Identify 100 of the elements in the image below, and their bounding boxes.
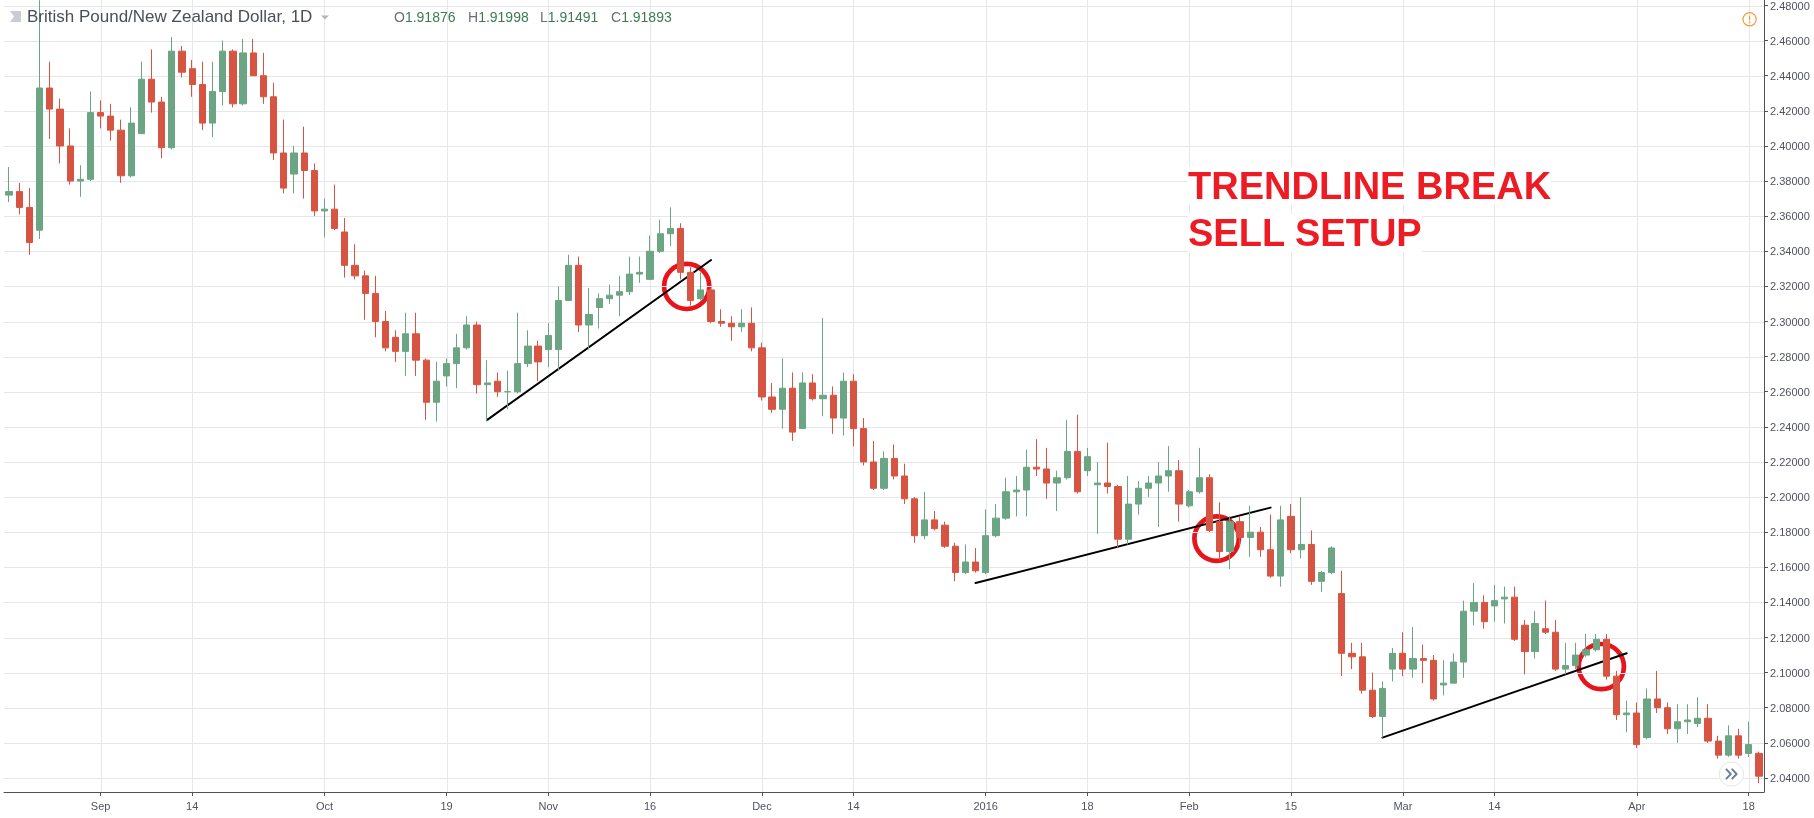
candlestick	[148, 48, 155, 114]
candlestick	[1715, 735, 1722, 760]
candlestick	[534, 340, 542, 382]
candlestick	[107, 103, 114, 142]
candlestick	[962, 543, 969, 575]
x-tick-label: Feb	[1179, 799, 1199, 812]
candlestick	[646, 234, 654, 280]
candlestick	[880, 450, 888, 491]
candlestick	[1053, 470, 1061, 512]
candlestick	[1135, 480, 1142, 516]
y-tick-label: 2.10000	[1770, 666, 1810, 679]
x-tick-label: Dec	[752, 799, 773, 812]
candlestick	[1348, 642, 1356, 670]
candlestick	[1440, 659, 1447, 696]
candlestick	[606, 284, 613, 305]
candlestick	[250, 38, 257, 77]
candlestick	[585, 287, 593, 351]
candlestick	[1114, 484, 1122, 549]
candlestick	[555, 285, 562, 372]
candlestick	[260, 52, 267, 105]
candlestick	[1277, 505, 1284, 588]
candlestick	[1369, 672, 1376, 719]
candlestick	[321, 198, 328, 238]
candlestick	[1338, 570, 1345, 677]
candlestick	[67, 127, 74, 186]
candlestick	[1643, 687, 1651, 740]
candlestick	[1399, 631, 1406, 677]
candlestick	[473, 321, 481, 394]
candlestick	[1104, 442, 1111, 495]
candlestick	[239, 38, 247, 107]
candlestick	[1572, 642, 1579, 670]
candlestick	[1298, 496, 1305, 560]
candlestick	[1145, 475, 1152, 498]
candlestick	[1064, 419, 1071, 481]
candlestick	[1318, 570, 1325, 593]
candlestick	[209, 61, 216, 138]
candlestick	[941, 521, 949, 549]
candlestick	[1470, 582, 1478, 626]
candlestick	[1531, 610, 1539, 660]
candlestick	[270, 82, 277, 161]
annotation: H1.91998	[468, 9, 529, 25]
candlestick	[1430, 654, 1437, 702]
candlestick	[758, 342, 766, 402]
candlestick	[1002, 477, 1010, 521]
candlestick	[1613, 670, 1620, 721]
candlestick	[1664, 701, 1671, 735]
candlestick	[1704, 703, 1712, 744]
candlestick	[280, 119, 287, 194]
candlestick	[596, 292, 603, 330]
y-tick-label: 2.48000	[1770, 0, 1810, 12]
candlestick	[138, 61, 145, 135]
y-tick-label: 2.26000	[1770, 385, 1810, 398]
y-tick-label: 2.44000	[1770, 69, 1810, 82]
candlestick	[1603, 633, 1610, 681]
candlestick	[16, 182, 23, 215]
candlestick	[443, 357, 450, 387]
candlestick	[819, 317, 827, 417]
candlestick	[626, 256, 633, 296]
annotation: SELL SETUP	[1188, 212, 1422, 254]
candlestick	[56, 98, 64, 164]
candlestick	[1074, 414, 1081, 495]
candlestick	[484, 359, 491, 423]
candlestick	[1175, 459, 1183, 523]
candlestick	[687, 266, 694, 307]
candlestick	[1196, 447, 1203, 495]
candlestick	[1552, 619, 1559, 672]
candlestick	[1491, 584, 1498, 623]
candlestick	[636, 256, 643, 284]
candlestick	[1206, 473, 1213, 533]
candlestick	[1389, 647, 1396, 682]
x-tick-label: 15	[1284, 799, 1298, 812]
candlestick	[870, 440, 877, 491]
y-tick-label: 2.38000	[1770, 175, 1810, 188]
annotation: C1.91893	[611, 9, 672, 25]
candlestick	[372, 275, 379, 338]
x-tick-label: Oct	[315, 799, 334, 812]
annotation: L1.91491	[540, 9, 599, 25]
candlestick	[738, 308, 745, 333]
candlestick	[931, 510, 938, 531]
candlestick	[1328, 545, 1335, 575]
candlestick	[1257, 526, 1264, 558]
x-tick-label: Nov	[538, 799, 559, 812]
candlestick	[229, 48, 237, 108]
candlestick	[1013, 475, 1020, 517]
candlestick	[219, 40, 226, 107]
candlestick	[1033, 438, 1040, 477]
candlestick	[1094, 461, 1101, 535]
candlestick	[128, 106, 135, 179]
candlestick	[1379, 680, 1386, 739]
candlestick	[1155, 461, 1162, 528]
candlestick	[199, 61, 206, 131]
x-tick-label: 18	[1742, 799, 1755, 812]
candlestick	[46, 61, 53, 140]
candlestick	[1694, 696, 1701, 728]
candlestick	[728, 315, 735, 342]
candlestick	[1216, 501, 1223, 561]
candlestick	[1481, 594, 1488, 630]
candlestick	[514, 312, 521, 394]
candlestick	[768, 382, 776, 414]
candlestick	[494, 371, 501, 398]
